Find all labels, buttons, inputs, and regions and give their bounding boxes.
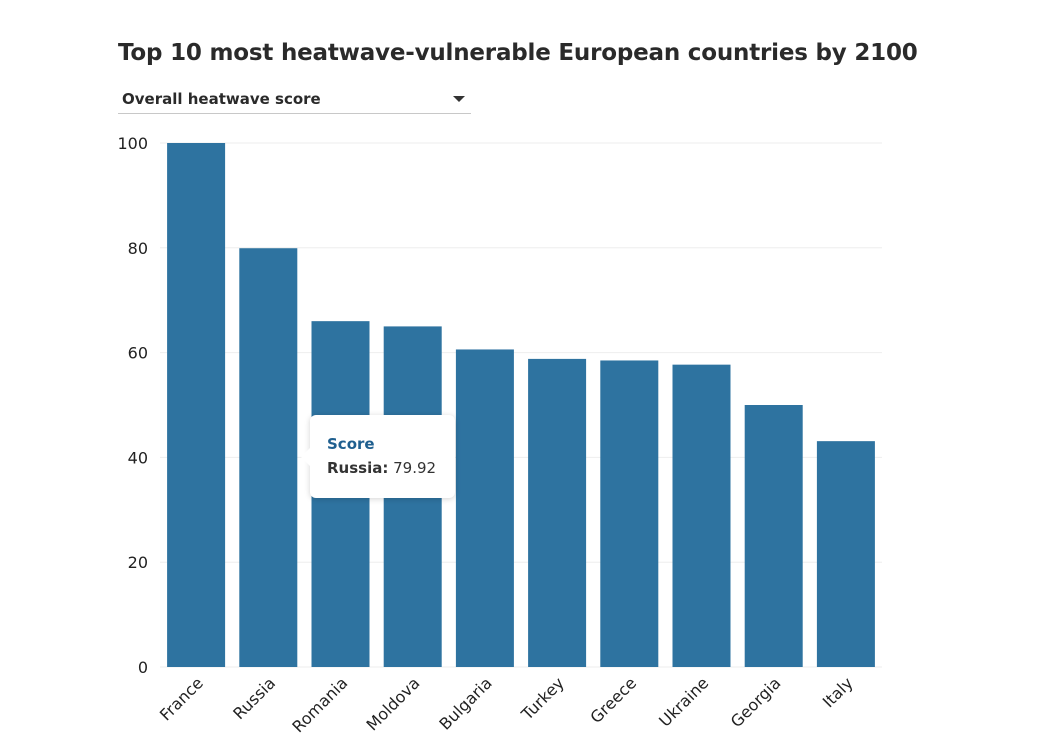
tooltip-pointer [301, 448, 310, 466]
x-tick-label: France [156, 673, 207, 724]
bar-ukraine[interactable] [672, 364, 731, 667]
x-tick-label: Italy [819, 673, 857, 711]
x-tick-label: Georgia [727, 673, 785, 731]
bar-turkey[interactable] [528, 358, 587, 667]
bar-greece[interactable] [600, 360, 659, 667]
metric-dropdown[interactable]: Overall heatwave score [118, 84, 471, 114]
tooltip-title: Score [327, 435, 375, 453]
tooltip-value-row: Russia: 79.92 [327, 459, 436, 477]
caret-down-icon[interactable] [453, 96, 465, 102]
y-tick-label: 0 [138, 658, 148, 677]
metric-dropdown-label: Overall heatwave score [122, 90, 321, 108]
bars [167, 143, 875, 668]
tooltip-country: Russia [327, 459, 383, 477]
bar-georgia[interactable] [744, 405, 803, 667]
tooltip-value: 79.92 [393, 459, 437, 477]
x-tick-label: Ukraine [655, 673, 712, 730]
bar-russia[interactable] [239, 248, 298, 668]
bar-france[interactable] [167, 143, 226, 667]
y-tick-label: 20 [128, 553, 148, 572]
score-tooltip: Score Russia: 79.92 [301, 415, 455, 498]
x-tick-label: Romania [288, 673, 351, 736]
x-tick-label: Russia [229, 673, 279, 723]
x-tick-label: Bulgaria [435, 673, 495, 733]
y-tick-label: 100 [117, 134, 148, 153]
x-tick-label: Turkey [517, 673, 568, 724]
tooltip-separator: : [382, 459, 389, 477]
bar-italy[interactable] [816, 441, 875, 667]
x-tick-label: Moldova [363, 673, 424, 734]
y-tick-label: 40 [128, 448, 148, 467]
bar-bulgaria[interactable] [455, 349, 514, 667]
y-tick-label: 80 [128, 239, 148, 258]
chart-title: Top 10 most heatwave-vulnerable European… [118, 40, 918, 66]
y-axis-ticks: 0 20 40 60 80 100 [117, 134, 148, 677]
x-axis-ticks: France Russia Romania Moldova Bulgaria Turkey… [156, 673, 857, 736]
y-tick-label: 60 [128, 344, 148, 363]
x-tick-label: Greece [586, 673, 640, 727]
